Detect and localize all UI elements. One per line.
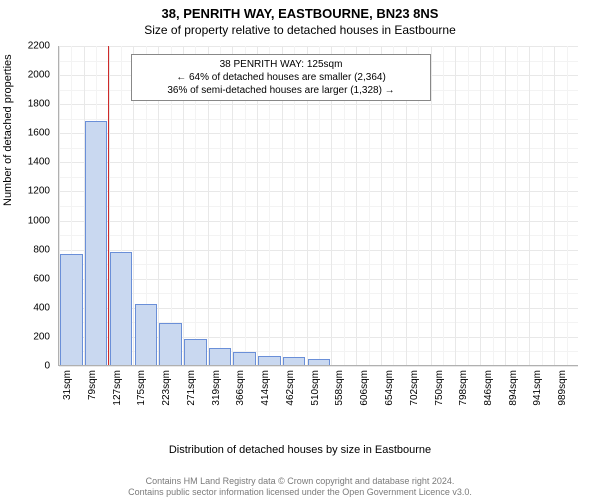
x-tick-label: 941sqm (532, 370, 543, 406)
histogram-bar (135, 304, 157, 365)
gridline-v-minor (468, 46, 469, 365)
x-tick-label: 510sqm (310, 370, 321, 406)
x-tick-label: 223sqm (161, 370, 172, 406)
y-tick-label: 600 (0, 273, 50, 284)
y-tick-label: 800 (0, 244, 50, 255)
x-tick-label: 750sqm (434, 370, 445, 406)
gridline-v (455, 46, 456, 365)
x-tick-label: 31sqm (62, 370, 73, 400)
chart-subtitle: Size of property relative to detached ho… (0, 21, 600, 37)
y-tick-label: 400 (0, 302, 50, 313)
marker-line (108, 46, 110, 365)
footer-line-2: Contains public sector information licen… (128, 487, 472, 497)
x-tick-label: 989sqm (557, 370, 568, 406)
chart-container: 38, PENRITH WAY, EASTBOURNE, BN23 8NS Si… (0, 0, 600, 500)
gridline-v-minor (542, 46, 543, 365)
gridline-v (505, 46, 506, 365)
y-tick-label: 1600 (0, 128, 50, 139)
y-tick-label: 0 (0, 361, 50, 372)
histogram-bar (60, 254, 82, 365)
gridline-v (554, 46, 555, 365)
annotation-line: 36% of semi-detached houses are larger (… (138, 84, 424, 97)
chart-title: 38, PENRITH WAY, EASTBOURNE, BN23 8NS (0, 0, 600, 21)
histogram-bar (85, 121, 107, 365)
gridline-v-minor (493, 46, 494, 365)
annotation-line: ← 64% of detached houses are smaller (2,… (138, 71, 424, 84)
x-tick-label: 79sqm (87, 370, 98, 400)
histogram-bar (159, 323, 181, 365)
x-tick-label: 414sqm (260, 370, 271, 406)
histogram-bar (233, 352, 255, 365)
histogram-bar (308, 359, 330, 365)
histogram-bar (209, 348, 231, 365)
x-tick-label: 366sqm (235, 370, 246, 406)
y-tick-label: 1800 (0, 99, 50, 110)
x-tick-label: 271sqm (186, 370, 197, 406)
histogram-bar (258, 356, 280, 365)
x-axis-labels: 31sqm 79sqm 127sqm 175sqm 223sqm 271sqm 319sqm… (58, 368, 578, 428)
x-axis-title: Distribution of detached houses by size … (0, 444, 600, 456)
x-tick-label: 558sqm (334, 370, 345, 406)
gridline-v (480, 46, 481, 365)
x-tick-label: 127sqm (112, 370, 123, 406)
x-tick-label: 894sqm (508, 370, 519, 406)
y-tick-label: 200 (0, 331, 50, 342)
x-tick-label: 846sqm (483, 370, 494, 406)
x-tick-label: 702sqm (409, 370, 420, 406)
gridline-v-minor (517, 46, 518, 365)
x-tick-label: 319sqm (211, 370, 222, 406)
y-tick-label: 1000 (0, 215, 50, 226)
x-tick-label: 654sqm (384, 370, 395, 406)
histogram-bar (184, 339, 206, 365)
y-axis-labels: 0200400600800100012001400160018002000220… (0, 46, 54, 366)
plot-area: 38 PENRITH WAY: 125sqm← 64% of detached … (58, 46, 578, 366)
gridline-v-minor (567, 46, 568, 365)
x-tick-label: 606sqm (359, 370, 370, 406)
footer-attribution: Contains HM Land Registry data © Crown c… (0, 476, 600, 499)
histogram-bar (283, 357, 305, 365)
x-tick-label: 462sqm (285, 370, 296, 406)
gridline-v-minor (443, 46, 444, 365)
gridline-v (529, 46, 530, 365)
chart-area: 38 PENRITH WAY: 125sqm← 64% of detached … (58, 46, 578, 404)
annotation-line: 38 PENRITH WAY: 125sqm (138, 58, 424, 71)
x-tick-label: 175sqm (136, 370, 147, 406)
footer-line-1: Contains HM Land Registry data © Crown c… (146, 476, 455, 486)
y-tick-label: 1400 (0, 157, 50, 168)
x-tick-label: 798sqm (458, 370, 469, 406)
y-tick-label: 2000 (0, 70, 50, 81)
y-tick-label: 2200 (0, 41, 50, 52)
histogram-bar (110, 252, 132, 365)
annotation-box: 38 PENRITH WAY: 125sqm← 64% of detached … (131, 54, 431, 101)
gridline-h (59, 366, 578, 367)
y-tick-label: 1200 (0, 186, 50, 197)
